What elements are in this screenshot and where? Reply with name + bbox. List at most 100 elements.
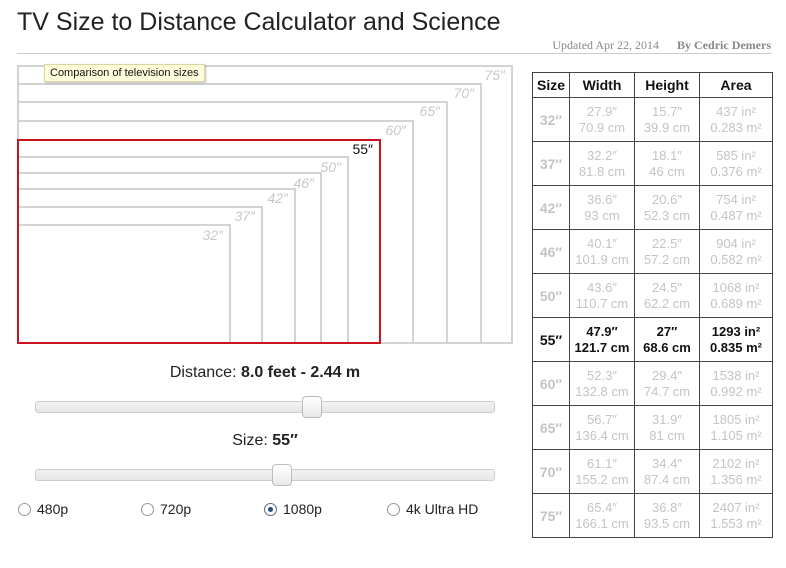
cell-area-value: 1.553 m² [710,515,762,531]
tv-label: 60″ [385,122,406,138]
cell-width: 27.9″ 70.9 cm [569,97,635,142]
tv-label: 75″ [484,67,505,83]
cell-area: 1538 in² 0.992 m² [699,361,773,406]
cell-size-value: 65″ [539,419,563,436]
resolution-label: 720p [160,501,192,517]
author-byline: By Cedric Demers [677,38,771,52]
cell-height-value: 81 cm [649,427,685,443]
cell-area-value: 0.487 m² [710,207,762,223]
cell-size-value: 46″ [539,243,563,260]
resolution-label: 1080p [283,501,322,517]
resolution-option-4k[interactable]: 4k Ultra HD [387,501,478,517]
cell-size: 55″ [532,317,570,362]
cell-size-value: 37″ [539,155,563,172]
cell-size: 46″ [532,229,570,274]
tv-outline-selected-55: 55″ [17,139,381,344]
radio-button[interactable] [141,502,154,516]
size-value: 55″ [272,432,298,449]
cell-size-value: 70″ [539,463,563,480]
size-comparison-table: Size Width Height Area 32″ 27.9″ 70.9 cm 15… [532,72,773,538]
tv-size-diagram: 75″ 70″ 65″ 60″ 50″ 46″ 42″ 37″ 32″ 55″ … [0,0,520,350]
cell-height-value: 31.9″ [652,411,682,427]
cell-width-value: 61.1″ [587,455,617,471]
tv-label: 37″ [234,208,255,224]
cell-height-value: 29.4″ [652,367,682,383]
cell-size: 70″ [532,449,570,494]
cell-height-value: 15.7″ [652,103,682,119]
distance-slider-handle[interactable] [301,396,322,418]
cell-height-value: 36.8″ [652,499,682,515]
table-row: 60″ 52.3″ 132.8 cm 29.4″ 74.7 cm 1538 in² 0.99… [532,361,773,406]
cell-width-value: 36.6″ [587,191,617,207]
radio-button[interactable] [387,502,400,516]
cell-area-value: 585 in² [716,147,756,163]
tooltip: Comparison of television sizes [44,64,205,82]
cell-width-value: 166.1 cm [575,515,629,531]
size-slider[interactable] [35,464,495,486]
cell-height: 22.5″ 57.2 cm [634,229,700,274]
cell-area: 2102 in² 1.356 m² [699,449,773,494]
radio-button[interactable] [18,502,31,516]
cell-area-value: 0.689 m² [710,295,762,311]
cell-width: 47.9″ 121.7 cm [569,317,635,362]
distance-readout: Distance: 8.0 feet - 2.44 m [0,364,530,382]
cell-width-value: 43.6″ [587,279,617,295]
radio-button[interactable] [264,502,277,516]
column-header-height: Height [634,72,700,98]
distance-slider[interactable] [35,396,495,418]
cell-area-value: 0.835 m² [709,339,763,355]
cell-size-value: 32″ [539,111,563,128]
cell-height: 20.6″ 52.3 cm [634,185,700,230]
table-row: 32″ 27.9″ 70.9 cm 15.7″ 39.9 cm 437 in² 0.283 … [532,97,773,142]
cell-width-value: 27.9″ [587,103,617,119]
table-row: 46″ 40.1″ 101.9 cm 22.5″ 57.2 cm 904 in² 0.582… [532,229,773,274]
cell-width-value: 56.7″ [587,411,617,427]
size-label: Size: [232,432,268,449]
distance-value: 8.0 feet - 2.44 m [240,364,361,381]
cell-area-value: 0.283 m² [710,119,762,135]
cell-height: 34.4″ 87.4 cm [634,449,700,494]
cell-size-value: 75″ [539,507,563,524]
cell-height: 27″ 68.6 cm [634,317,700,362]
cell-area-value: 1805 in² [712,411,760,427]
resolution-option-480p[interactable]: 480p [18,501,68,517]
title-divider [17,53,772,54]
cell-size: 75″ [532,493,570,538]
updated-date: Updated Apr 22, 2014 [552,38,660,52]
cell-width-value: 81.8 cm [578,163,626,179]
cell-width: 43.6″ 110.7 cm [569,273,635,318]
cell-area-value: 2102 in² [712,455,760,471]
cell-height: 31.9″ 81 cm [634,405,700,450]
cell-area-value: 0.992 m² [710,383,762,399]
cell-area-value: 754 in² [716,191,756,207]
cell-width-value: 136.4 cm [575,427,629,443]
table-body: 32″ 27.9″ 70.9 cm 15.7″ 39.9 cm 437 in² 0.283 … [532,97,773,538]
cell-area: 437 in² 0.283 m² [699,97,773,142]
tv-label-selected: 55″ [352,141,373,157]
table-row: 70″ 61.1″ 155.2 cm 34.4″ 87.4 cm 2102 in² 1.35… [532,449,773,494]
cell-area: 585 in² 0.376 m² [699,141,773,186]
cell-area: 1068 in² 0.689 m² [699,273,773,318]
resolution-option-720p[interactable]: 720p [141,501,191,517]
resolution-option-1080p[interactable]: 1080p [264,501,322,517]
column-header-width: Width [569,72,635,98]
cell-height-value: 34.4″ [652,455,682,471]
cell-height: 15.7″ 39.9 cm [634,97,700,142]
resolution-label: 4k Ultra HD [406,501,479,517]
table-row: 37″ 32.2″ 81.8 cm 18.1″ 46 cm 585 in² 0.376 m² [532,141,773,186]
cell-width-value: 101.9 cm [575,251,629,267]
cell-area: 754 in² 0.487 m² [699,185,773,230]
cell-area-value: 1538 in² [712,367,760,383]
table-row: 65″ 56.7″ 136.4 cm 31.9″ 81 cm 1805 in² 1.105 … [532,405,773,450]
tv-label: 32″ [202,227,223,243]
cell-area: 904 in² 0.582 m² [699,229,773,274]
cell-height: 36.8″ 93.5 cm [634,493,700,538]
cell-size: 50″ [532,273,570,318]
size-slider-handle[interactable] [272,464,293,486]
cell-height: 29.4″ 74.7 cm [634,361,700,406]
cell-size-value: 42″ [539,199,563,216]
cell-width: 61.1″ 155.2 cm [569,449,635,494]
cell-area-value: 437 in² [716,103,756,119]
cell-area-value: 2407 in² [712,499,760,515]
table-row: 50″ 43.6″ 110.7 cm 24.5″ 62.2 cm 1068 in² 0.68… [532,273,773,318]
